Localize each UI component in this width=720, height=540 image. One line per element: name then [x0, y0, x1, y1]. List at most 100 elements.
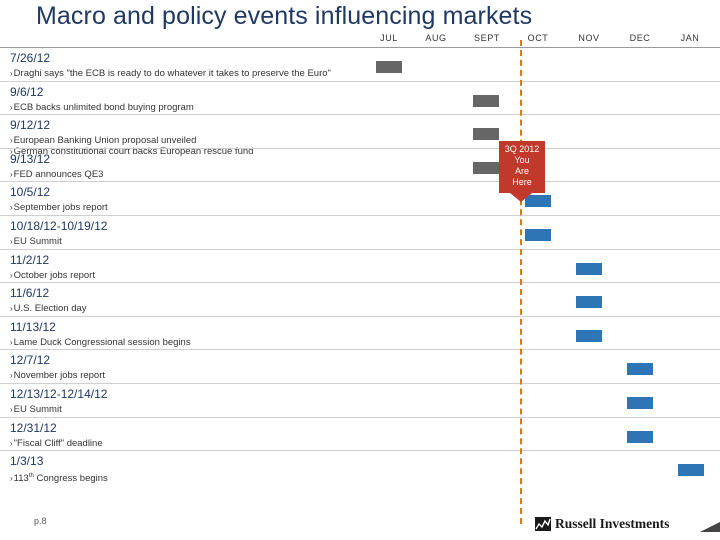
month-label: AUG: [425, 33, 447, 43]
event-timeline-bar: [376, 61, 402, 73]
event-description: ›EU Summit: [10, 404, 62, 415]
bullet-icon: ›: [10, 405, 13, 414]
event-item-text: ECB backs unlimited bond buying program: [13, 101, 194, 113]
row-divider: [0, 147, 720, 149]
bullet-icon: ›: [10, 136, 13, 146]
event-date: 9/13/12: [10, 151, 51, 166]
event-date: 11/13/12: [10, 319, 56, 334]
row-divider: [0, 315, 720, 317]
callout-pointer: [510, 193, 532, 202]
event-description: ›Draghi says "the ECB is ready to do wha…: [10, 68, 331, 79]
bullet-icon: ›: [10, 438, 13, 448]
row-divider: [0, 383, 720, 384]
event-timeline-bar: [473, 128, 499, 141]
corner-decoration: [700, 522, 720, 532]
page-title: Macro and policy events influencing mark…: [36, 2, 533, 30]
event-timeline-bar: [678, 464, 704, 477]
event-item-text: "Fiscal Cliff" deadline: [13, 437, 103, 449]
event-description: ›European Banking Union proposal unveile…: [10, 135, 196, 146]
callout-line: You: [514, 155, 530, 165]
header-divider: [0, 47, 720, 48]
bullet-icon: ›: [10, 237, 13, 246]
event-item-text: September jobs report: [13, 202, 108, 214]
event-date: 9/6/12: [10, 84, 44, 99]
event-timeline-bar: [627, 430, 653, 443]
row-divider: [0, 248, 720, 250]
event-timeline-bar: [473, 94, 499, 107]
event-description: ›German constitutional court backs Europ…: [10, 146, 253, 157]
month-label: NOV: [578, 33, 600, 43]
event-description: ›EU Summit: [10, 236, 62, 247]
bullet-icon: ›: [10, 147, 13, 157]
month-label: JUL: [380, 33, 398, 43]
event-timeline-bar: [576, 329, 602, 342]
bullet-icon: ›: [10, 304, 13, 314]
event-item-text: EU Summit: [13, 404, 62, 415]
month-label: DEC: [629, 33, 651, 43]
event-date: 1/3/13: [10, 454, 44, 469]
bullet-icon: ›: [10, 169, 13, 179]
row-divider: [0, 450, 720, 452]
callout-line: 3Q 2012: [504, 144, 540, 154]
bullet-icon: ›: [10, 371, 13, 381]
month-label: SEPT: [474, 33, 500, 43]
row-divider: [0, 282, 720, 284]
bullet-icon: ›: [10, 69, 13, 78]
event-item-text: German constitutional court backs Europe…: [13, 146, 254, 158]
row-divider: [0, 215, 720, 216]
event-description: ›ECB backs unlimited bond buying program: [10, 102, 194, 113]
event-item-text: EU Summit: [13, 236, 62, 247]
event-date: 10/5/12: [10, 185, 51, 200]
event-item-text: October jobs report: [13, 269, 95, 281]
month-label: OCT: [527, 33, 549, 43]
bullet-icon: ›: [10, 102, 13, 112]
brand-logo: Russell Investments: [535, 516, 669, 532]
row-divider: [0, 80, 720, 82]
row-divider: [0, 416, 720, 418]
current-date-marker: [520, 40, 522, 524]
bullet-icon: ›: [10, 337, 13, 347]
event-description: ›November jobs report: [10, 370, 105, 381]
event-description: ›113th Congress begins: [10, 471, 108, 484]
ordinal-suffix: th: [28, 473, 34, 480]
event-date: 11/6/12: [10, 286, 50, 301]
month-label: JAN: [680, 33, 700, 43]
brand-name: Russell Investments: [555, 516, 670, 531]
event-description: ›October jobs report: [10, 270, 95, 281]
event-item-text: Lame Duck Congressional session begins: [13, 336, 191, 348]
row-divider: [0, 181, 720, 183]
event-timeline-bar: [525, 229, 551, 241]
event-date: 7/26/12: [10, 51, 51, 65]
page-number: p.8: [34, 516, 47, 526]
event-date: 10/18/12-10/19/12: [10, 219, 108, 233]
event-date: 9/12/12: [10, 118, 51, 133]
event-timeline-bar: [627, 397, 653, 409]
callout-line: Are: [514, 166, 529, 176]
event-date: 12/7/12: [10, 353, 51, 368]
event-timeline-bar: [576, 262, 602, 275]
event-description: ›U.S. Election day: [10, 303, 87, 314]
event-date: 12/13/12-12/14/12: [10, 387, 108, 401]
event-item-text: U.S. Election day: [13, 303, 87, 315]
you-are-here-callout: 3Q 2012 You Are Here: [499, 141, 545, 193]
event-item-text: FED announces QE3: [13, 168, 104, 180]
event-item-text: European Banking Union proposal unveiled: [13, 135, 197, 147]
event-timeline-bar: [627, 363, 653, 376]
bullet-icon: ›: [10, 270, 13, 280]
event-date: 11/2/12: [10, 252, 50, 267]
row-divider: [0, 114, 720, 116]
bullet-icon: ›: [10, 203, 13, 213]
event-description: ›September jobs report: [10, 202, 108, 213]
event-item-text: 113: [13, 473, 29, 485]
callout-line: Here: [512, 177, 532, 187]
russell-logo-icon: [535, 517, 551, 531]
event-item-text: Draghi says "the ECB is ready to do what…: [13, 68, 331, 79]
event-item-text: Congress begins: [36, 473, 108, 485]
event-description: ›Lame Duck Congressional session begins: [10, 337, 191, 348]
event-description: ›"Fiscal Cliff" deadline: [10, 438, 103, 449]
bullet-icon: ›: [10, 474, 13, 484]
event-description: ›FED announces QE3: [10, 169, 103, 180]
event-timeline-bar: [473, 161, 499, 174]
row-divider: [0, 349, 720, 351]
event-item-text: November jobs report: [13, 370, 106, 382]
